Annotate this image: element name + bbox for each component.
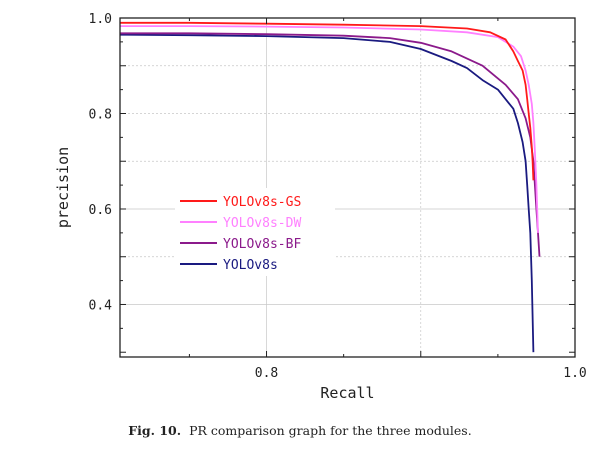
y-tick-label: 0.8	[89, 107, 112, 122]
plot-frame	[119, 17, 576, 358]
x-tick-label: 0.8	[255, 366, 278, 381]
legend-box	[175, 188, 335, 276]
series-line-yolov8s-dw	[120, 25, 539, 233]
legend-entry: YOLOv8s-DW	[223, 216, 301, 231]
y-tick-label: 1.0	[89, 12, 112, 27]
caption-text: PR comparison graph for the three module…	[189, 423, 472, 438]
grid-lines	[120, 18, 575, 357]
y-tick-label: 0.6	[89, 203, 112, 218]
legend-entry: YOLOv8s-GS	[223, 195, 301, 210]
axis-ticks: 0.4 0.6 0.8 1.0 0.8 1.0	[89, 12, 587, 381]
series-line-yolov8s-gs	[120, 21, 535, 181]
x-axis-label: Recall	[320, 384, 374, 402]
series-line-yolov8s-bf	[120, 32, 541, 257]
y-axis-label: precision	[54, 147, 72, 228]
series-line-yolov8s	[120, 33, 535, 353]
legend: YOLOv8s-GS YOLOv8s-DW YOLOv8s-BF YOLOv8s	[175, 188, 335, 276]
legend-entry: YOLOv8s	[223, 258, 278, 273]
legend-entry: YOLOv8s-BF	[223, 237, 301, 252]
figure-caption: Fig. 10. PR comparison graph for the thr…	[0, 423, 600, 438]
x-tick-label: 1.0	[563, 366, 586, 381]
caption-label: Fig. 10.	[128, 423, 182, 438]
y-tick-label: 0.4	[89, 298, 113, 313]
series-lines	[120, 21, 541, 353]
